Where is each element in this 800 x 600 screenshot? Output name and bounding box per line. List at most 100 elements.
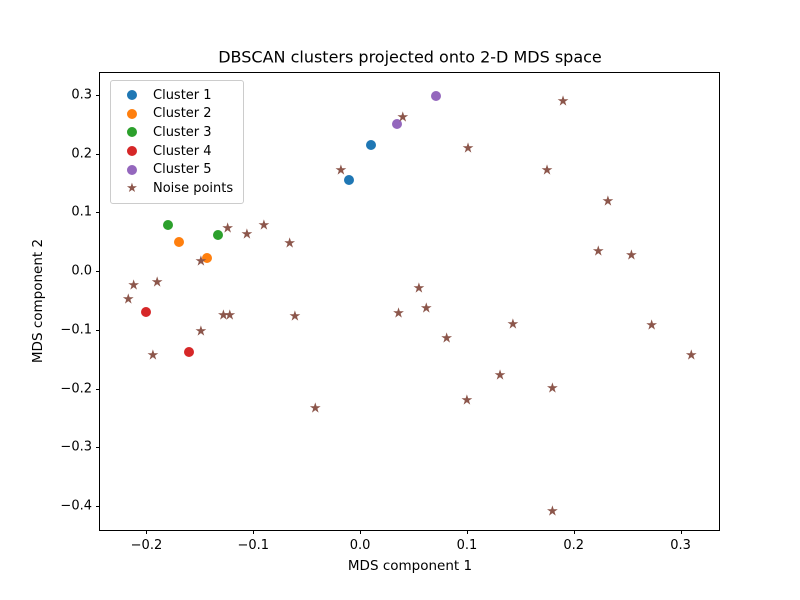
legend-entry-cluster-3: Cluster 3 [120,123,233,142]
y-axis-tick [96,212,100,214]
data-point-noise-points: ★ [283,235,296,252]
legend-label: Cluster 5 [153,162,212,178]
data-point-noise-points: ★ [334,162,348,179]
y-axis-tick [96,153,100,155]
legend-label: Cluster 3 [153,124,212,140]
legend-label: Noise points [153,180,234,196]
legend-entry-noise-points: ★ Noise points [120,179,233,198]
data-point-noise-points: ★ [540,162,554,179]
data-point-noise-points: ★ [645,316,658,333]
legend-entry-cluster-4: Cluster 4 [120,142,233,161]
x-axis-tick [146,530,148,534]
data-point-cluster-1 [365,139,376,150]
y-axis-tick [96,506,100,508]
y-tick-label: −0.3 [60,439,92,455]
legend-label: Cluster 4 [153,143,212,159]
chart-title: DBSCAN clusters projected onto 2-D MDS s… [218,47,602,67]
legend-entry-cluster-5: Cluster 5 [120,160,233,179]
data-point-noise-points: ★ [461,140,475,157]
cluster-5-marker-icon [120,164,144,175]
data-point-noise-points: ★ [625,247,638,264]
circle-marker-icon [127,90,137,101]
data-point-noise-points: ★ [420,300,433,317]
data-point-noise-points: ★ [240,225,254,242]
legend-entry-cluster-1: Cluster 1 [120,86,233,105]
circle-marker-icon [127,127,137,138]
circle-marker-icon [127,108,137,119]
data-point-noise-points: ★ [592,243,605,260]
y-axis-tick [96,447,100,449]
legend-label: Cluster 2 [153,106,212,122]
data-point-noise-points: ★ [146,347,160,364]
x-axis-tick [680,530,682,534]
y-tick-label: 0.0 [71,263,92,279]
data-point-noise-points: ★ [308,399,322,416]
data-point-cluster-2 [202,252,213,263]
data-point-cluster-2 [173,237,184,248]
x-tick-label: −0.1 [237,538,270,553]
data-point-noise-points: ★ [194,322,208,339]
data-point-noise-points: ★ [506,316,520,333]
data-point-cluster-5 [430,90,441,101]
data-point-cluster-3 [213,229,224,240]
y-axis-tick [96,271,100,273]
data-point-noise-points: ★ [150,274,164,291]
y-tick-label: −0.4 [60,498,92,514]
y-tick-label: −0.2 [60,381,92,397]
data-point-noise-points: ★ [546,503,559,520]
data-point-noise-points: ★ [412,279,426,296]
data-point-cluster-5 [392,119,403,130]
y-axis-label: MDS component 2 [30,238,46,364]
data-point-noise-points: ★ [460,392,474,409]
data-point-noise-points: ★ [122,291,135,308]
y-tick-label: 0.2 [71,146,92,161]
x-tick-label: 0.1 [456,538,478,553]
data-point-cluster-3 [162,220,173,231]
data-point-noise-points: ★ [556,93,570,110]
data-point-cluster-1 [344,174,355,185]
y-axis-tick [96,388,100,390]
data-point-cluster-4 [141,306,152,317]
data-point-noise-points: ★ [601,193,615,210]
cluster-4-marker-icon [120,146,144,157]
y-tick-label: −0.1 [60,322,92,338]
circle-marker-icon [127,164,137,175]
x-tick-label: 0.3 [670,538,691,553]
noise-points-marker-icon: ★ [120,182,144,195]
data-point-noise-points: ★ [257,217,271,234]
cluster-2-marker-icon [120,108,144,119]
data-point-noise-points: ★ [396,109,410,126]
data-point-noise-points: ★ [288,308,302,325]
y-tick-label: 0.1 [71,204,92,220]
star-marker-icon: ★ [126,180,138,196]
x-tick-label: −0.2 [130,538,163,553]
data-point-noise-points: ★ [546,379,559,396]
x-axis-tick [253,530,255,534]
x-tick-label: 0.0 [349,538,371,553]
legend-label: Cluster 1 [153,87,212,103]
legend: Cluster 1 Cluster 2 Cluster 3 Cluster 4 Clus… [110,80,245,204]
x-axis-tick [360,530,362,534]
data-point-noise-points: ★ [493,367,507,384]
x-axis-label: MDS component 1 [347,558,473,574]
data-point-noise-points: ★ [440,330,453,347]
circle-marker-icon [127,146,137,157]
data-point-noise-points: ★ [684,347,698,364]
x-axis-tick [573,530,575,534]
data-point-noise-points: ★ [223,306,237,323]
y-axis-tick [96,94,100,96]
data-point-noise-points: ★ [194,253,208,270]
y-axis-tick [96,329,100,331]
data-point-noise-points: ★ [392,305,405,322]
x-axis-tick [466,530,468,534]
x-tick-label: 0.2 [563,538,585,553]
cluster-1-marker-icon [120,90,144,101]
legend-entry-cluster-2: Cluster 2 [120,105,233,124]
plot-area: Cluster 1 Cluster 2 Cluster 3 Cluster 4 Clus… [60,72,720,553]
data-point-noise-points: ★ [127,277,140,294]
data-point-noise-points: ★ [221,220,234,237]
cluster-3-marker-icon [120,127,144,138]
data-point-noise-points: ★ [217,307,230,324]
y-tick-label: 0.3 [71,87,92,103]
